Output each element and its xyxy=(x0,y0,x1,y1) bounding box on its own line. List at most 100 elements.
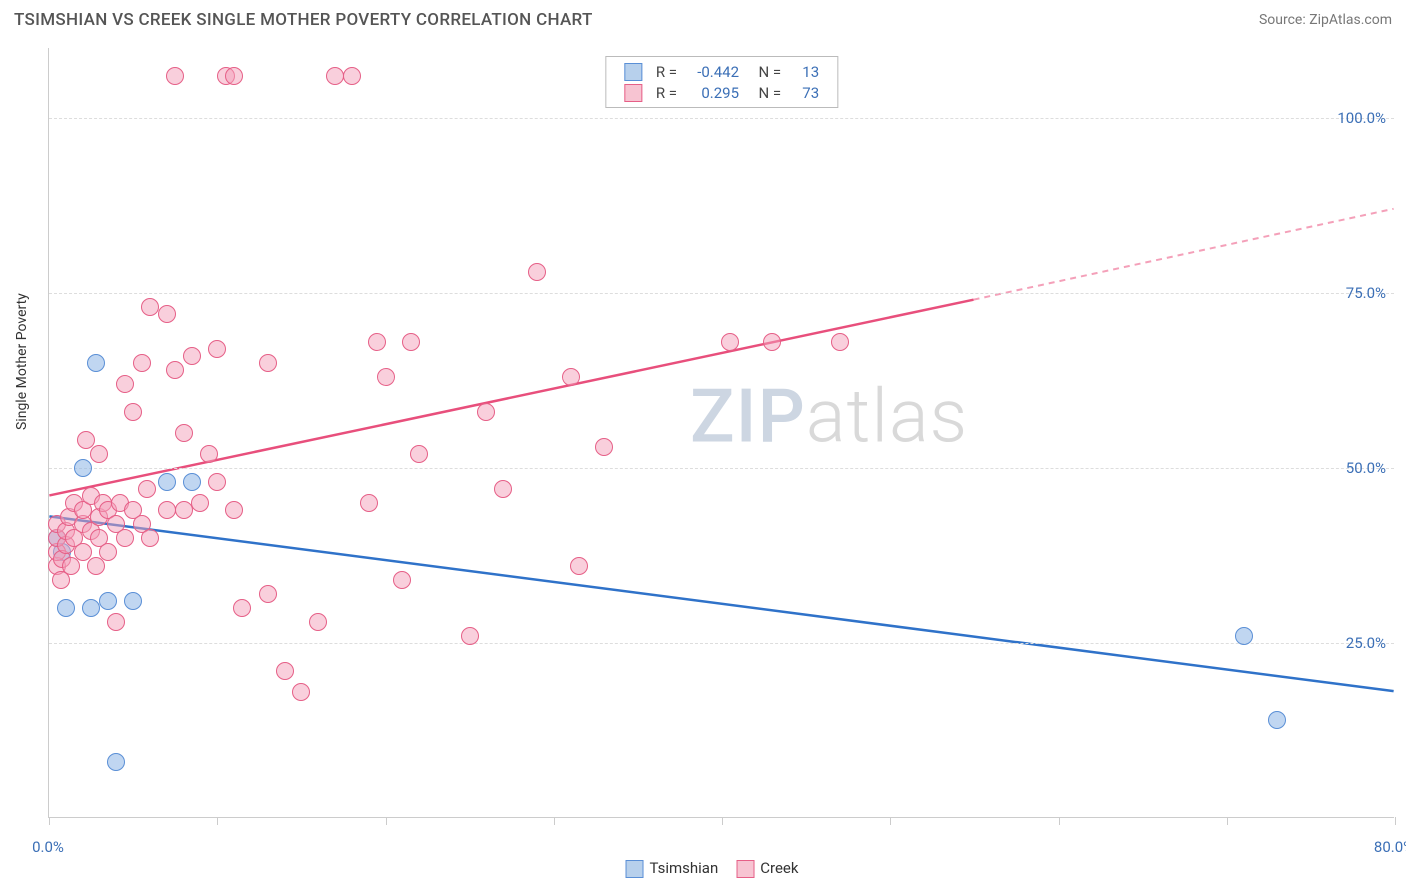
x-tick xyxy=(554,817,555,825)
legend-swatch xyxy=(624,84,642,102)
legend-row: R =-0.442 N =13 xyxy=(618,61,825,82)
data-point xyxy=(402,333,420,351)
data-point xyxy=(191,494,209,512)
data-point xyxy=(99,592,117,610)
data-point xyxy=(124,403,142,421)
data-point xyxy=(166,361,184,379)
gridline xyxy=(49,118,1394,119)
data-point xyxy=(562,368,580,386)
gridline xyxy=(49,468,1394,469)
x-tick xyxy=(386,817,387,825)
data-point xyxy=(183,347,201,365)
data-point xyxy=(461,627,479,645)
data-point xyxy=(570,557,588,575)
r-label: R = xyxy=(650,82,683,103)
correlation-legend: R =-0.442 N =13R =0.295 N =73 xyxy=(605,56,838,108)
data-point xyxy=(326,67,344,85)
y-axis-label: Single Mother Poverty xyxy=(14,293,30,430)
n-label: N = xyxy=(745,82,787,103)
data-point xyxy=(477,403,495,421)
data-point xyxy=(116,375,134,393)
data-point xyxy=(393,571,411,589)
data-point xyxy=(1235,627,1253,645)
legend-row: R =0.295 N =73 xyxy=(618,82,825,103)
y-tick-label: 50.0% xyxy=(1346,459,1386,477)
r-value: 0.295 xyxy=(683,82,745,103)
data-point xyxy=(166,67,184,85)
data-point xyxy=(528,263,546,281)
data-point xyxy=(225,67,243,85)
data-point xyxy=(368,333,386,351)
legend-swatch xyxy=(736,860,754,878)
data-point xyxy=(595,438,613,456)
x-tick xyxy=(49,817,50,825)
data-point xyxy=(87,354,105,372)
data-point xyxy=(74,459,92,477)
x-tick xyxy=(1059,817,1060,825)
x-tick xyxy=(890,817,891,825)
data-point xyxy=(183,473,201,491)
y-tick-label: 100.0% xyxy=(1337,109,1386,127)
data-point xyxy=(259,585,277,603)
gridline xyxy=(49,643,1394,644)
data-point xyxy=(831,333,849,351)
watermark-zip: ZIP xyxy=(690,374,806,461)
x-tick xyxy=(217,817,218,825)
data-point xyxy=(208,473,226,491)
data-point xyxy=(175,424,193,442)
data-point xyxy=(141,529,159,547)
r-label: R = xyxy=(650,61,683,82)
n-value: 73 xyxy=(787,82,825,103)
data-point xyxy=(74,543,92,561)
watermark: ZIPatlas xyxy=(690,374,968,461)
data-point xyxy=(138,480,156,498)
data-point xyxy=(208,340,226,358)
data-point xyxy=(763,333,781,351)
x-tick xyxy=(1227,817,1228,825)
data-point xyxy=(158,473,176,491)
legend-label: Tsimshian xyxy=(650,859,719,877)
data-point xyxy=(175,501,193,519)
data-point xyxy=(90,445,108,463)
data-point xyxy=(225,501,243,519)
data-point xyxy=(99,543,117,561)
legend-swatch xyxy=(624,63,642,81)
y-tick-label: 25.0% xyxy=(1346,634,1386,652)
x-tick-label: 80.0% xyxy=(1374,838,1406,856)
data-point xyxy=(410,445,428,463)
data-point xyxy=(292,683,310,701)
data-point xyxy=(360,494,378,512)
data-point xyxy=(494,480,512,498)
data-point xyxy=(116,529,134,547)
r-value: -0.442 xyxy=(683,61,745,82)
data-point xyxy=(133,354,151,372)
n-value: 13 xyxy=(787,61,825,82)
series-legend: Tsimshian Creek xyxy=(608,859,799,878)
data-point xyxy=(158,305,176,323)
trend-lines xyxy=(49,48,1394,817)
data-point xyxy=(57,599,75,617)
scatter-chart: ZIPatlas R =-0.442 N =13R =0.295 N =73 2… xyxy=(48,48,1394,818)
data-point xyxy=(309,613,327,631)
title-bar: TSIMSHIAN VS CREEK SINGLE MOTHER POVERTY… xyxy=(0,0,1406,38)
data-point xyxy=(721,333,739,351)
data-point xyxy=(259,354,277,372)
data-point xyxy=(107,753,125,771)
data-point xyxy=(82,599,100,617)
data-point xyxy=(377,368,395,386)
data-point xyxy=(233,599,251,617)
data-point xyxy=(77,431,95,449)
y-tick-label: 75.0% xyxy=(1346,284,1386,302)
x-tick xyxy=(1395,817,1396,825)
data-point xyxy=(1268,711,1286,729)
legend-label: Creek xyxy=(760,859,798,877)
data-point xyxy=(141,298,159,316)
legend-swatch xyxy=(626,860,644,878)
data-point xyxy=(276,662,294,680)
chart-title: TSIMSHIAN VS CREEK SINGLE MOTHER POVERTY… xyxy=(14,10,593,30)
n-label: N = xyxy=(745,61,787,82)
x-tick-label: 0.0% xyxy=(32,838,64,856)
data-point xyxy=(200,445,218,463)
gridline xyxy=(49,293,1394,294)
data-point xyxy=(124,592,142,610)
